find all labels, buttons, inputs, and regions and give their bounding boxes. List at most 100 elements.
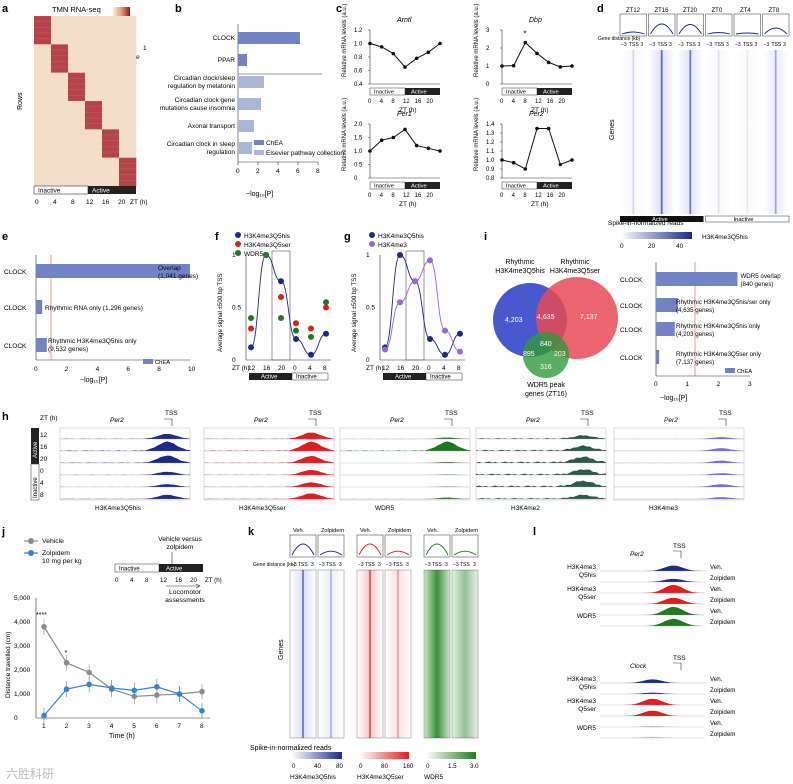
bar-value-label: Rhythmic H3K4me3Q5his only (9,532 genes) [48, 338, 137, 353]
track-signal [600, 565, 705, 571]
data-point [63, 660, 70, 666]
gene-distance-tick: TSS [432, 562, 442, 568]
track-label: H3K4me3 [649, 505, 678, 512]
condition-label: Zolpidem [321, 528, 344, 534]
data-point [438, 41, 442, 46]
track-frame [613, 427, 745, 501]
track-frame [475, 427, 607, 501]
heatmap-cell [102, 129, 120, 158]
colorbar-mark-label: H3K4me3Q5his [702, 234, 749, 241]
track-signal [476, 469, 606, 475]
zt-header: ZT16 [655, 8, 670, 14]
active-label: Active [411, 184, 427, 190]
profile-box [648, 13, 676, 37]
track-signal [600, 698, 705, 705]
data-point [523, 40, 528, 45]
x-axis-label: ZT (h) [399, 201, 417, 208]
track-signal [340, 497, 470, 499]
legend-chea: ChEA [266, 140, 284, 147]
series-line [43, 626, 203, 698]
heatmap-column [648, 50, 675, 214]
x-tick-label: 8 [391, 99, 395, 105]
x-tick-label: 8 [523, 193, 527, 199]
condition-label: Zolpidem [455, 528, 478, 534]
condition-label: Veh. [710, 564, 723, 571]
x-tick-label: 0 [500, 99, 504, 105]
gene-distance-tick: TSS [686, 42, 696, 48]
track-signal [614, 448, 744, 451]
zt-header: ZT12 [626, 8, 641, 14]
bar [238, 120, 254, 132]
zt-row-label: 0 [40, 468, 44, 475]
gene-name: Per2 [390, 417, 404, 424]
data-point [427, 257, 433, 264]
gene-distance-tick: −3 [453, 562, 459, 568]
gene-distance-tick: TSS [393, 562, 403, 568]
inactive-bar [705, 215, 790, 223]
data-point [414, 56, 419, 61]
gene-distance-tick: 3 [641, 42, 644, 48]
x-tick-label: 6 [296, 168, 300, 175]
profile-box [676, 13, 704, 37]
heatmap-cell [119, 101, 137, 130]
data-point [323, 330, 329, 337]
bar-category-label: CLOCK [620, 355, 643, 362]
x-tick-label: 16 [263, 365, 271, 372]
data-point [535, 126, 539, 131]
profile-curve [764, 27, 788, 35]
track-signal [340, 441, 470, 451]
inactive-bar [291, 372, 329, 381]
data-point [457, 330, 463, 337]
bar [656, 298, 678, 312]
zscore-scale-max: 1 [143, 45, 147, 52]
significance-mark: **** [36, 612, 47, 619]
x-tick-label: 2 [65, 366, 69, 373]
zt-row-label: 12 [40, 432, 48, 439]
design-tick: 20 [190, 577, 197, 584]
panel-c-letter: c [336, 3, 342, 15]
heatmap-cell [119, 44, 137, 73]
legend-label: ChEA [737, 369, 752, 375]
track-signal [60, 494, 190, 499]
tss-label: TSS [719, 410, 732, 417]
track-label: WDR5 [375, 505, 395, 512]
x-tick-label: 0 [293, 365, 297, 372]
active-label: Active [261, 375, 278, 381]
bar-value-label: Overlap (1,041 genes) [158, 265, 198, 280]
data-point [293, 320, 299, 327]
x-axis-label: ZT (h) [232, 365, 250, 372]
x-tick-label: 4 [380, 193, 384, 199]
inactive-label: Inactive [119, 567, 140, 573]
x-tick-label: 20 [412, 365, 420, 372]
colorbar [359, 752, 409, 759]
data-point [535, 51, 539, 56]
colorbar-tick: 20 [648, 243, 656, 250]
significance-mark: * [65, 650, 68, 657]
y-tick-label: 1 [486, 64, 490, 70]
data-point [368, 149, 372, 153]
track-signal [600, 618, 705, 626]
heatmap-cell [68, 101, 86, 130]
track-signal [60, 441, 190, 451]
chart-title: Dbp [529, 17, 542, 24]
spike-in-label: Spike-in-normalized reads [608, 220, 684, 227]
heatmap-cell [119, 72, 137, 102]
x-tick-label: 20 [426, 99, 433, 105]
series-line [43, 683, 203, 716]
bar-category-label: CLOCK [4, 343, 27, 350]
y-tick-label: 1.3 [486, 131, 495, 137]
design-tick: 16 [175, 577, 182, 584]
venn-count-his-ser: 4,635 [537, 314, 555, 321]
x-tick-label: 1 [42, 723, 46, 730]
y-tick-label: 1 [366, 252, 370, 259]
profile-curve [735, 32, 759, 35]
data-point [403, 65, 407, 69]
chart-title: Arntl [396, 17, 412, 24]
colorbar-mark-label: H3K4me3Q5his [290, 774, 337, 781]
legend-label: Zolpidem 10 mg per kg [42, 550, 82, 565]
x-tick-label: 8 [457, 365, 461, 372]
tss-arrow [164, 418, 173, 426]
heatmap-column [705, 50, 732, 214]
y-tick-label: 3 [486, 28, 490, 34]
